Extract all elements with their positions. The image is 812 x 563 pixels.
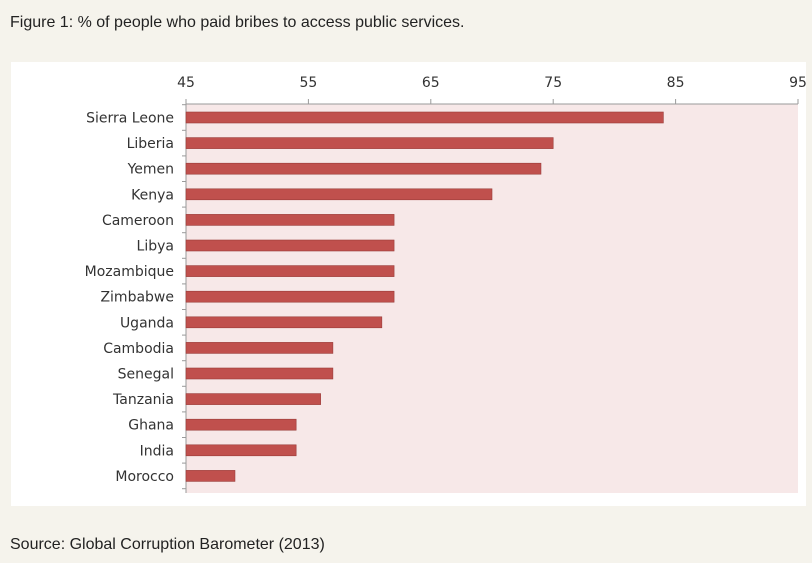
bar	[185, 470, 236, 482]
bar	[185, 188, 493, 201]
x-tick-label: 85	[667, 75, 685, 91]
figure-title: Figure 1: % of people who paid bribes to…	[10, 14, 465, 31]
category-label: Yemen	[127, 162, 174, 178]
x-tick-label: 65	[422, 75, 440, 91]
bar	[185, 265, 395, 277]
category-label: Uganda	[120, 315, 174, 331]
bar	[185, 316, 383, 329]
x-tick-label: 95	[789, 75, 806, 91]
bar-chart: 45 55 65 75 85 95 Sierra Leone Liberia Yemen Keny…	[85, 75, 806, 493]
bar	[185, 393, 321, 405]
bar	[185, 162, 542, 175]
category-label: Mozambique	[85, 264, 174, 280]
bar	[185, 239, 395, 252]
bar	[185, 290, 395, 303]
category-label: Liberia	[127, 136, 174, 152]
category-label: Senegal	[118, 367, 174, 383]
bar	[185, 137, 554, 149]
category-label: Cameroon	[102, 213, 174, 229]
x-tick-label: 45	[177, 75, 195, 91]
x-tick-label: 55	[299, 75, 317, 91]
category-label: Morocco	[115, 469, 174, 485]
x-tick-label: 75	[544, 75, 562, 91]
category-label: Kenya	[131, 187, 174, 203]
category-label: Sierra Leone	[86, 111, 174, 127]
bar	[185, 214, 395, 226]
category-label: Tanzania	[112, 392, 174, 408]
category-label: Ghana	[128, 418, 174, 434]
bar	[185, 444, 297, 457]
category-label: India	[140, 443, 174, 459]
source-note: Source: Global Corruption Barometer (201…	[10, 536, 325, 553]
category-label: Libya	[137, 239, 174, 255]
category-label: Cambodia	[103, 341, 174, 357]
category-label: Zimbabwe	[100, 290, 174, 306]
bar	[185, 418, 297, 431]
bar	[185, 367, 334, 380]
chart-panel: 45 55 65 75 85 95 Sierra Leone Liberia Yemen Keny…	[11, 62, 806, 506]
bar	[185, 111, 664, 124]
bar	[185, 342, 334, 354]
